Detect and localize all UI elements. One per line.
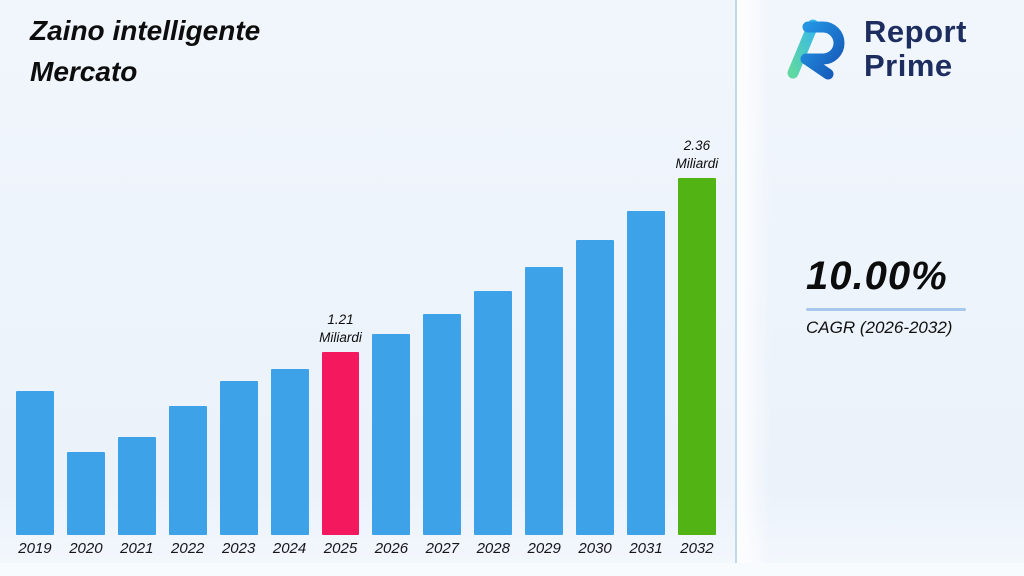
bar-column-2025: 1.21 Miliardi 2025 — [319, 140, 362, 558]
axis-label-2030: 2030 — [578, 540, 612, 557]
bar-2024 — [270, 369, 309, 535]
bar-2022 — [168, 406, 207, 535]
annotation-2032: 2.36 Miliardi — [675, 138, 719, 172]
bar-chart: 2019 2020 2021 2022 2023 2024 1.21 Miliardi 2025… — [16, 138, 719, 558]
bar-column-2030: 2030 — [576, 140, 615, 558]
axis-label-2027: 2027 — [425, 540, 460, 557]
bar-column-2020: 2020 — [66, 140, 105, 558]
axis-label-2020: 2020 — [69, 540, 103, 557]
bar-2025: 1.21 Miliardi — [319, 312, 362, 535]
bar-column-2022: 2022 — [168, 140, 207, 558]
axis-label-2026: 2026 — [374, 540, 409, 557]
bar-2021 — [117, 437, 156, 535]
bar-2028 — [474, 291, 513, 535]
report-prime-logo: Report Prime — [778, 12, 967, 86]
bar-column-2021: 2021 — [117, 140, 156, 558]
bar-2027 — [423, 314, 462, 535]
cagr-value: 10.00% — [806, 254, 948, 298]
vertical-divider — [735, 0, 737, 576]
bar-column-2023: 2023 — [219, 140, 258, 558]
bar-2029 — [525, 267, 564, 535]
bar-column-2032: 2.36 Miliardi 2032 — [676, 138, 719, 558]
axis-label-2021: 2021 — [120, 540, 154, 557]
bar-2020 — [66, 452, 105, 535]
cagr-block: 10.00% CAGR (2026-2032) — [806, 254, 972, 338]
chart-title: Zaino intelligente Mercato — [30, 10, 260, 92]
axis-label-2028: 2028 — [476, 540, 510, 557]
bar-column-2029: 2029 — [525, 140, 564, 558]
report-prime-logo-icon — [787, 19, 845, 80]
axis-label-2022: 2022 — [171, 540, 205, 557]
bar-2019 — [16, 391, 54, 535]
annotation-2025: 1.21 Miliardi — [319, 312, 362, 346]
bar-column-2026: 2026 — [372, 140, 411, 558]
bar-2023 — [219, 381, 258, 535]
bar-2031 — [627, 211, 665, 535]
bar-column-2028: 2028 — [474, 140, 513, 558]
axis-label-2032: 2032 — [680, 540, 714, 557]
bar-column-2027: 2027 — [423, 140, 462, 558]
bar-column-2019: 2019 — [16, 140, 54, 558]
axis-label-2024: 2024 — [272, 540, 307, 557]
axis-label-2019: 2019 — [18, 540, 52, 557]
brand-name: Report Prime — [864, 15, 967, 83]
divider-glow — [737, 0, 771, 576]
brand-name-line1: Report — [864, 14, 967, 49]
axis-label-2031: 2031 — [629, 540, 663, 557]
chart-title-line1: Zaino intelligente — [30, 15, 261, 46]
cagr-label: CAGR (2026-2032) — [806, 318, 953, 337]
bar-2032: 2.36 Miliardi — [676, 138, 718, 535]
bottom-strip — [0, 563, 1024, 576]
brand-name-line2: Prime — [864, 48, 953, 83]
axis-label-2023: 2023 — [221, 540, 256, 557]
cagr-underline — [806, 308, 966, 311]
axis-label-2025: 2025 — [323, 540, 358, 557]
bar-column-2024: 2024 — [270, 140, 309, 558]
bar-2030 — [576, 240, 615, 535]
bar-2026 — [372, 334, 411, 535]
bar-column-2031: 2031 — [627, 140, 665, 558]
chart-title-line2: Mercato — [30, 56, 138, 87]
axis-label-2029: 2029 — [527, 540, 561, 557]
